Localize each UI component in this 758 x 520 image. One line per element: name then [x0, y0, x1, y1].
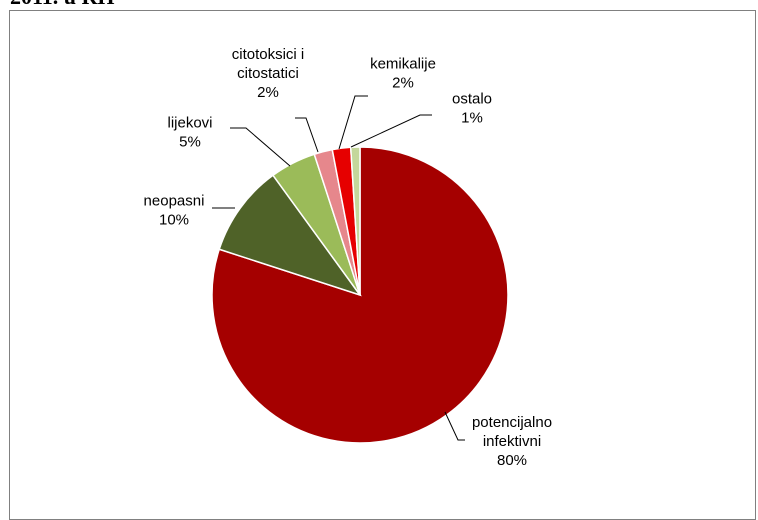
percent-label: 80%: [497, 452, 527, 469]
slice-label: ostalo 1%: [452, 91, 492, 127]
percent-label: 1%: [461, 110, 483, 127]
category-label: citotoksici i: [232, 46, 305, 63]
pie-slice-neopasni: [218, 174, 362, 297]
cropped-header-text: 2011. u RH: [10, 0, 115, 8]
percent-label: 2%: [392, 75, 414, 92]
leader-line: [295, 117, 319, 153]
leader-line: [444, 411, 465, 441]
category-label: citostatici: [237, 65, 299, 82]
category-label: potencijalno: [472, 414, 552, 431]
percent-label: 2%: [257, 84, 279, 101]
category-label: ostalo: [452, 91, 492, 108]
percent-label: 10%: [159, 212, 189, 229]
pie-slice-ostalo: [349, 146, 361, 296]
leader-line: [350, 114, 432, 148]
slice-labels: potencijalno infektivni 80% neopasni 10% lije…: [144, 46, 552, 469]
leader-lines: [212, 95, 465, 441]
category-label: infektivni: [483, 433, 541, 450]
slice-label: potencijalno infektivni 80%: [472, 414, 552, 469]
percent-label: 5%: [179, 134, 201, 151]
slice-label: kemikalije 2%: [370, 56, 436, 92]
category-label: lijekovi: [167, 115, 212, 132]
pie-slices: [211, 146, 509, 444]
category-label: kemikalije: [370, 56, 436, 73]
leader-line: [230, 127, 291, 167]
slice-label: neopasni 10%: [144, 193, 205, 229]
slice-label: citotoksici i citostatici 2%: [232, 46, 305, 101]
category-label: neopasni: [144, 193, 205, 210]
pie-chart: potencijalno infektivni 80% neopasni 10% lije…: [144, 46, 552, 469]
leader-line: [338, 95, 368, 150]
slice-label: lijekovi 5%: [167, 115, 212, 151]
